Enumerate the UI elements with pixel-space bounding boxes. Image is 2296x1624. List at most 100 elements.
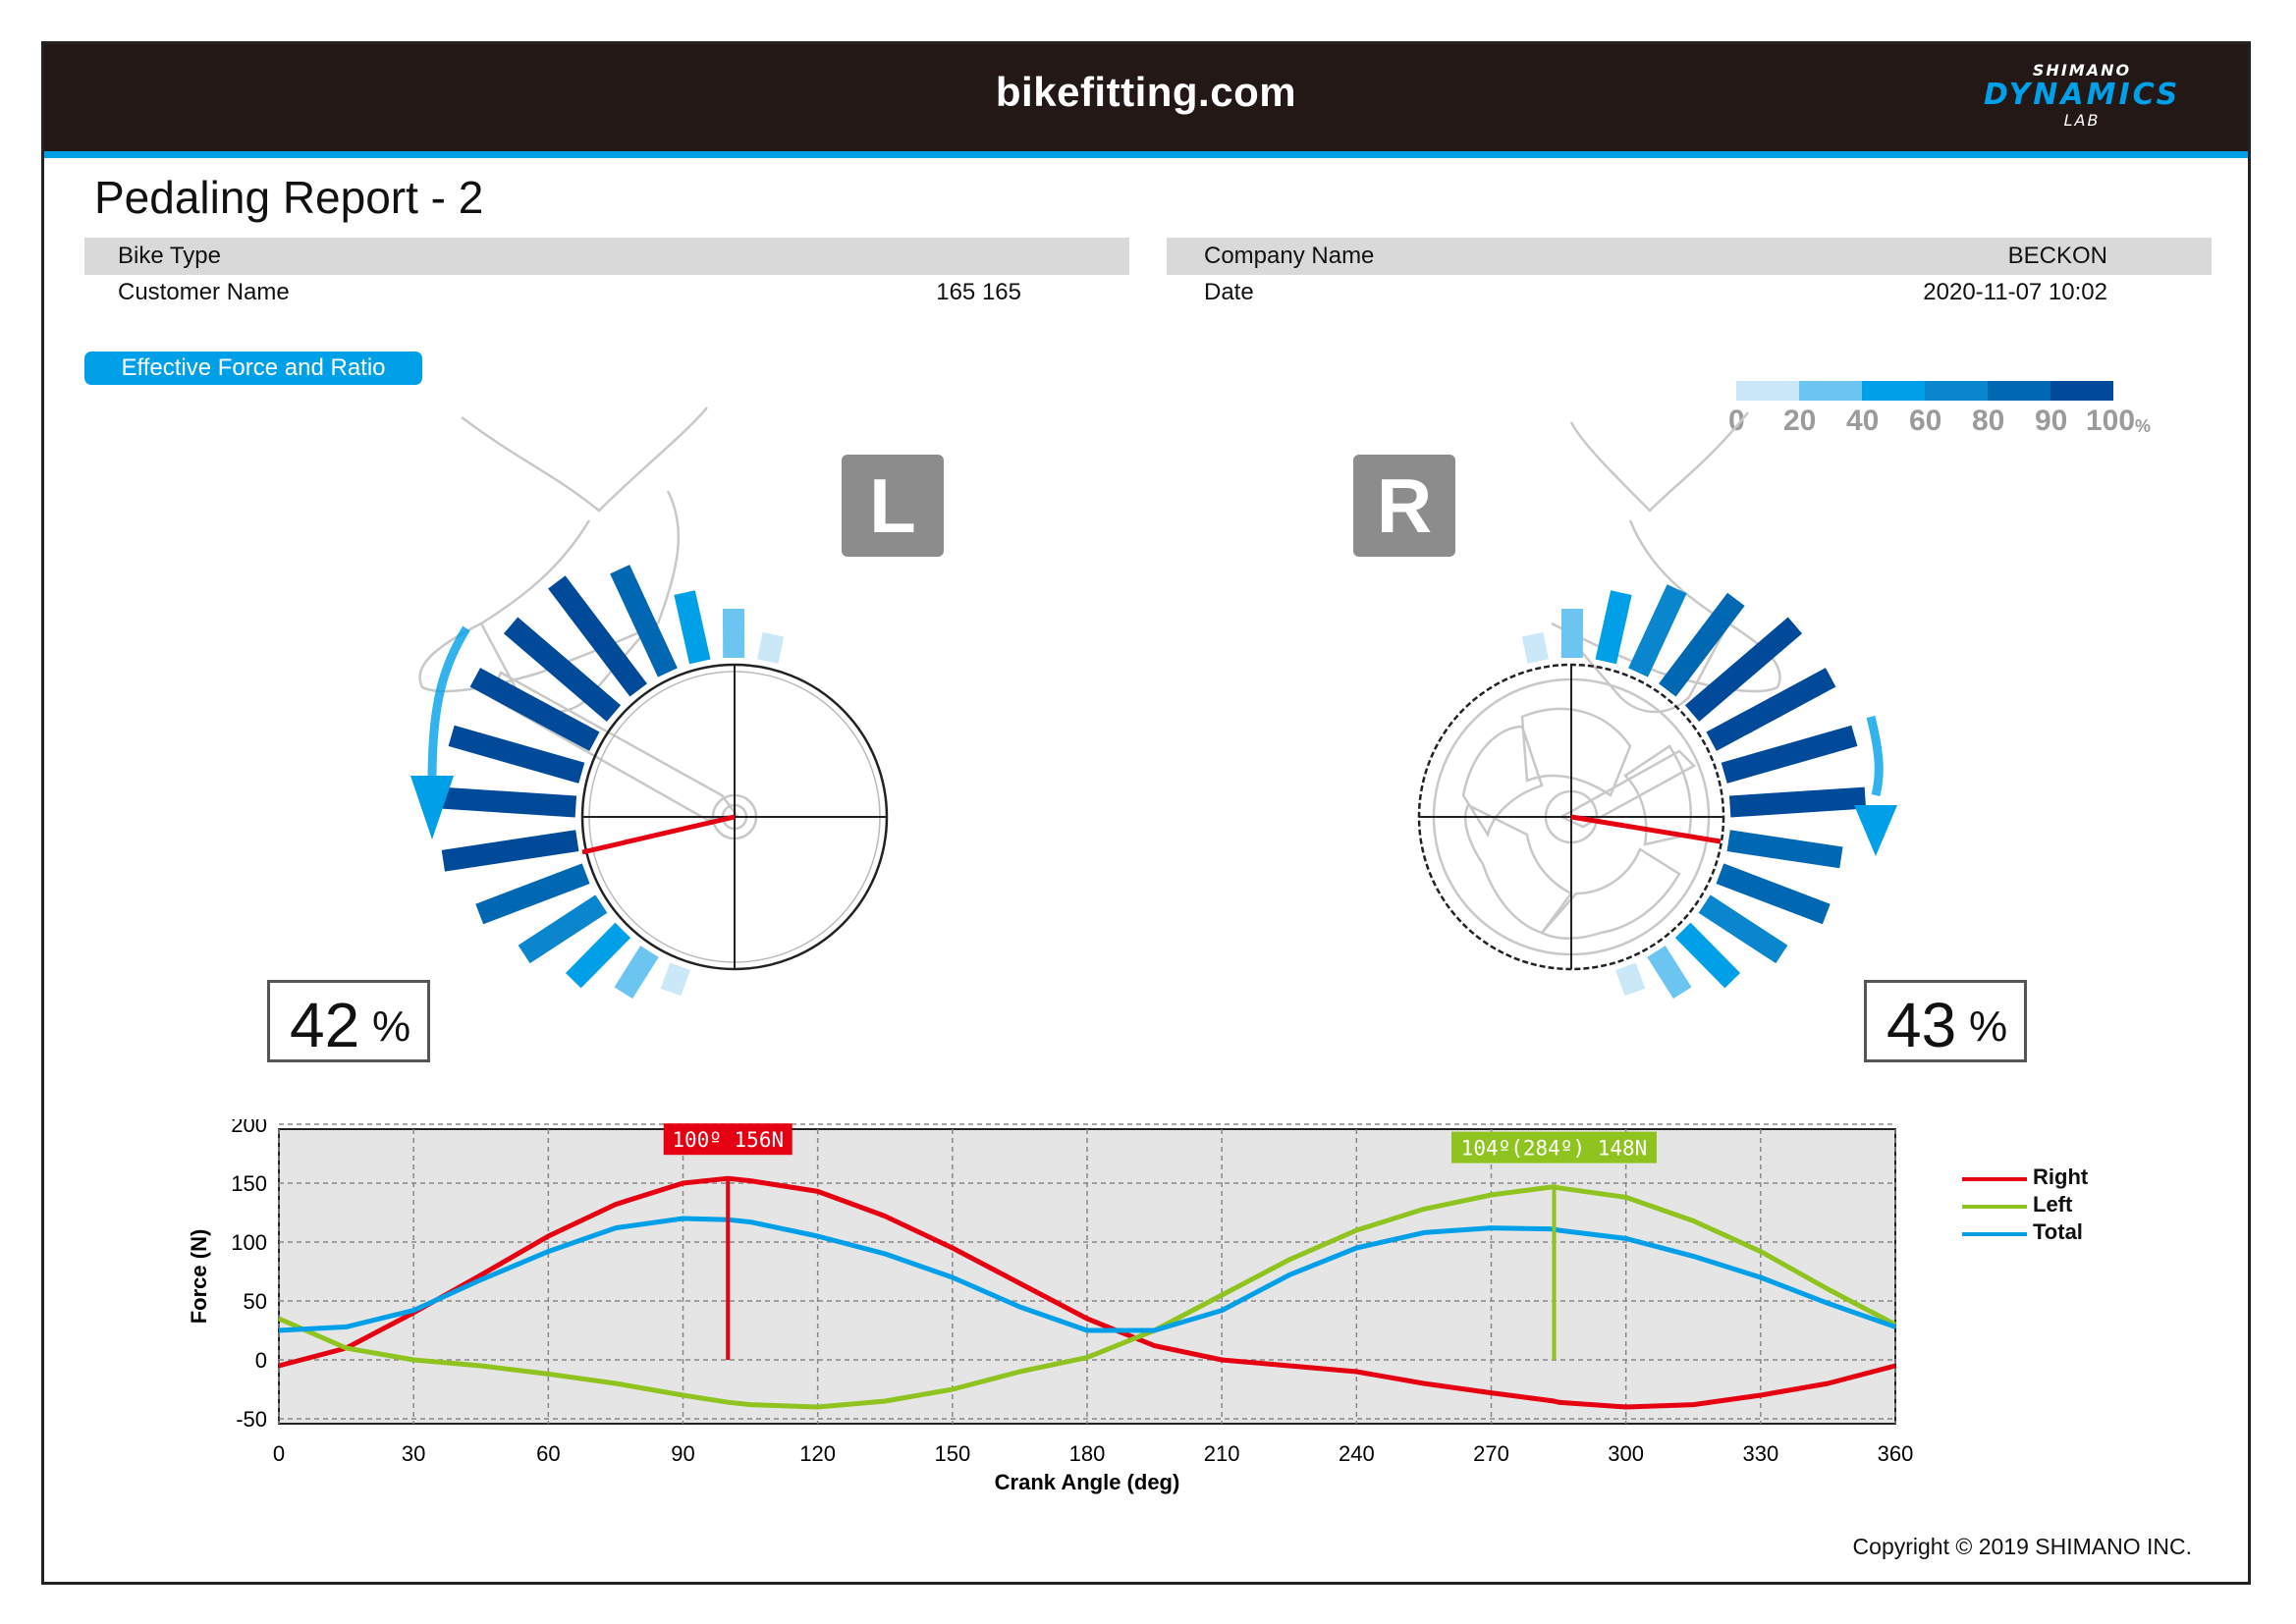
x-tick-label: 240 [1339, 1441, 1375, 1466]
scale-bar-5 [2050, 381, 2113, 401]
y-tick-label: -50 [236, 1407, 267, 1432]
right-pedal-diagram [1417, 411, 1897, 1000]
ring-segment [1615, 962, 1646, 997]
legend-swatch-left [1962, 1205, 2027, 1209]
logo-line2: DYNAMICS [1984, 78, 2181, 112]
logo-line3: LAB [2063, 111, 2101, 130]
date-label: Date [1204, 279, 1254, 305]
chart-annotations: 100º 156N 104º(284º) 148N [663, 1123, 1658, 1360]
x-tick-label: 300 [1608, 1441, 1644, 1466]
left-ratio-value: 42 [290, 990, 360, 1060]
scale-bar-1 [1799, 381, 1862, 401]
right-ratio-box: 43 % [1864, 980, 2027, 1062]
legend-swatch-right [1962, 1177, 2027, 1181]
ring-segment [756, 631, 785, 664]
ring-segment [1726, 830, 1843, 869]
y-axis-ticks: 200 150 100 50 0 -50 [231, 1119, 267, 1432]
ring-segment [1706, 668, 1836, 751]
series-line-left [277, 1184, 1897, 1410]
x-axis-ticks: 0 30 60 90 120 150 180 210 240 270 300 330 360 [273, 1441, 1913, 1466]
ring-segment [1698, 894, 1788, 964]
ring-segment [441, 830, 579, 872]
ring-segment [674, 590, 711, 665]
ring-segment [1595, 590, 1632, 665]
bike-type-label: Bike Type [118, 243, 221, 269]
report-frame [41, 41, 2251, 1585]
ring-segment [614, 946, 659, 1000]
copyright-text: Copyright © 2019 SHIMANO INC. [1852, 1534, 2192, 1559]
ring-segment [1674, 922, 1741, 989]
x-axis-label: Crank Angle (deg) [995, 1470, 1180, 1494]
section-label: Effective Force and Ratio [84, 352, 422, 385]
header-bar: bikefitting.com SHIMANO DYNAMICS LAB [41, 41, 2251, 151]
customer-name-value: 165 165 [936, 279, 1021, 305]
info-header-right [1167, 238, 2212, 275]
x-tick-label: 90 [671, 1441, 694, 1466]
ring-segment [1521, 631, 1550, 664]
scale-label-60: 60 [1909, 405, 1942, 437]
right-effectiveness-ring [1521, 584, 1867, 1000]
x-tick-label: 60 [536, 1441, 560, 1466]
scale-label-20: 20 [1783, 405, 1817, 437]
ring-segment [610, 565, 678, 677]
ring-segment [1721, 725, 1858, 784]
peak-label-text: 104º(284º) 148N [1461, 1137, 1648, 1161]
ring-segment [439, 786, 577, 818]
peak-label-box [1451, 1131, 1658, 1164]
x-tick-label: 120 [799, 1441, 836, 1466]
right-side-label: R [1353, 455, 1455, 557]
scale-bar-4 [1988, 381, 2050, 401]
shimano-dynamics-lab-logo: SHIMANO DYNAMICS LAB [1984, 61, 2180, 139]
scale-label-80: 80 [1972, 405, 2005, 437]
date-value: 2020-11-07 10:02 [1923, 279, 2107, 305]
scale-unit: % [2135, 416, 2152, 436]
x-tick-label: 270 [1473, 1441, 1509, 1466]
left-pedal-diagram [410, 406, 889, 1000]
left-effectiveness-ring [439, 565, 785, 1000]
left-ratio-box: 42 % [267, 980, 430, 1062]
x-tick-label: 180 [1069, 1441, 1106, 1466]
left-side-label: L [842, 455, 944, 557]
chart-series [277, 1175, 1897, 1410]
scale-bar-3 [1925, 381, 1988, 401]
left-ratio-unit: % [372, 1002, 411, 1051]
legend-label-total: Total [2033, 1219, 2083, 1244]
x-tick-label: 0 [273, 1441, 285, 1466]
scale-label-40: 40 [1846, 405, 1880, 437]
ring-segment [469, 668, 600, 751]
logo-line1: SHIMANO [2032, 61, 2132, 80]
ring-segment [1728, 786, 1867, 818]
ring-segment [1647, 946, 1692, 1000]
y-tick-label: 100 [231, 1230, 267, 1255]
x-tick-label: 150 [934, 1441, 970, 1466]
ring-segment [503, 617, 622, 722]
y-tick-label: 150 [231, 1171, 267, 1196]
scale-bar-2 [1862, 381, 1925, 401]
legend-label-right: Right [2033, 1164, 2089, 1189]
scale-label-0: 0 [1728, 405, 1745, 437]
info-header-left [84, 238, 1129, 275]
x-tick-label: 30 [402, 1441, 425, 1466]
peak-label-box [663, 1123, 793, 1156]
y-tick-label: 50 [244, 1289, 267, 1314]
series-line-right [278, 1175, 1896, 1410]
y-tick-label: 0 [255, 1348, 267, 1373]
scale-label-100: 100 [2086, 405, 2136, 437]
right-ratio-value: 43 [1886, 990, 1957, 1060]
ring-segment [1684, 617, 1803, 722]
right-rotation-arrow-icon [1854, 715, 1897, 856]
right-shoe-illustration [1551, 411, 1781, 714]
ring-segment [1659, 592, 1745, 697]
ring-segment [1716, 863, 1831, 925]
x-tick-label: 330 [1742, 1441, 1778, 1466]
header-accent-line [41, 151, 2251, 158]
left-rotation-arrow-icon [410, 625, 470, 839]
peak-label-text: 100º 156N [672, 1128, 784, 1152]
y-tick-label: 200 [231, 1119, 267, 1137]
company-name-label: Company Name [1204, 243, 1375, 269]
x-tick-label: 360 [1878, 1441, 1914, 1466]
ring-segment [548, 575, 647, 697]
ring-segment [1628, 584, 1687, 677]
ring-segment [475, 863, 590, 925]
y-axis-label: Force (N) [187, 1229, 211, 1325]
